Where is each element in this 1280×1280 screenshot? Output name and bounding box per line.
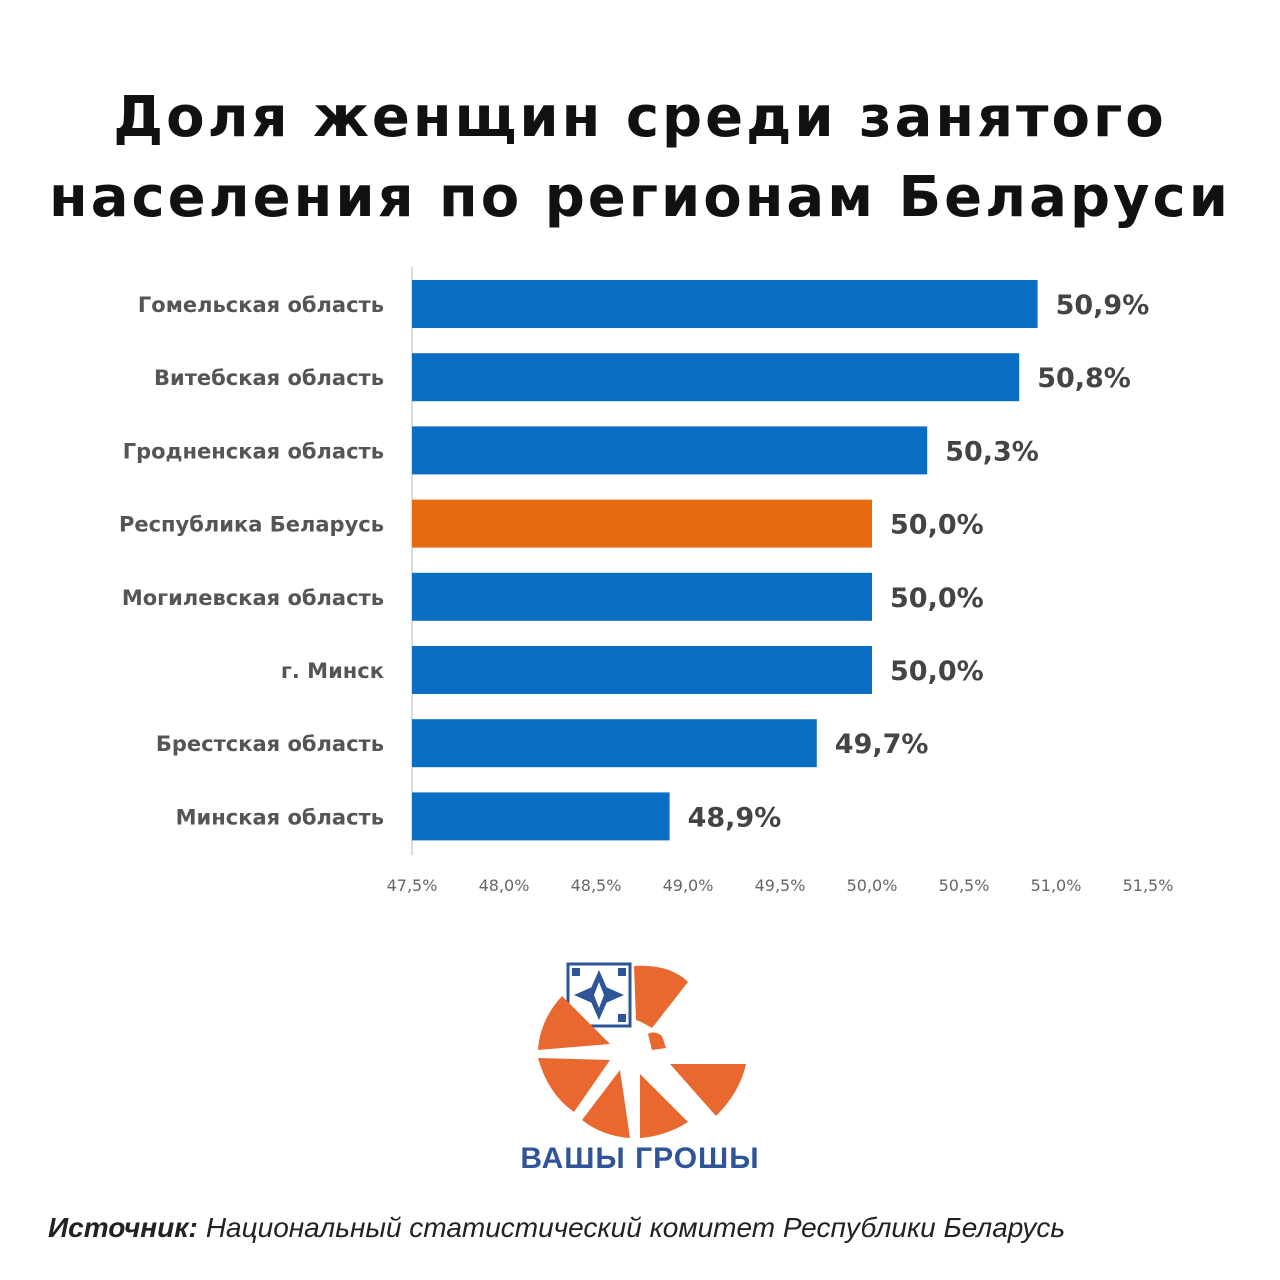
x-tick-label: 50,5%: [939, 876, 990, 895]
data-label: 50,0%: [890, 656, 984, 687]
data-label: 49,7%: [835, 729, 929, 760]
category-label: Могилевская область: [122, 586, 384, 610]
logo-segment-6: [670, 1064, 746, 1116]
chart-title-line-1: Доля женщин среди занятого: [113, 85, 1167, 150]
data-label: 50,0%: [890, 583, 984, 614]
vashy-groshy-logo: [538, 962, 746, 1138]
x-tick-label: 47,5%: [387, 876, 438, 895]
x-tick-label: 49,5%: [755, 876, 806, 895]
x-tick-label: 51,0%: [1031, 876, 1082, 895]
bar: [412, 719, 817, 768]
logo-segment-4: [582, 1070, 630, 1138]
category-label: Гродненская область: [123, 439, 384, 463]
category-label: Витебская область: [154, 366, 384, 390]
logo-segment-7: [648, 1032, 666, 1050]
data-label: 50,3%: [945, 436, 1039, 467]
x-tick-label: 51,5%: [1123, 876, 1174, 895]
bar: [412, 646, 872, 694]
data-label: 50,9%: [1056, 290, 1150, 321]
x-tick-label: 48,5%: [571, 876, 622, 895]
brand-name: ВАШЫ ГРОШЫ: [520, 1142, 760, 1175]
bar: [412, 572, 872, 621]
data-label: 48,9%: [688, 802, 782, 833]
bar: [412, 280, 1038, 328]
category-label: Брестская область: [156, 732, 384, 756]
category-label: Минская область: [176, 805, 384, 829]
category-label: Республика Беларусь: [119, 513, 384, 537]
bar: [412, 792, 670, 841]
x-tick-label: 50,0%: [847, 876, 898, 895]
orange-segments: [538, 965, 746, 1138]
logo-segment-5: [640, 1074, 688, 1138]
source-note: Источник: Национальный статистический ком…: [48, 1212, 1248, 1244]
category-label: Гомельская область: [138, 293, 384, 317]
data-label: 50,0%: [890, 510, 984, 541]
source-text: Национальный статистический комитет Респ…: [205, 1212, 1066, 1243]
source-label: Источник:: [48, 1212, 198, 1243]
logo-segment-2: [538, 996, 610, 1050]
bar: [412, 353, 1020, 402]
chart-title: Доля женщин среди занятого населения по …: [0, 78, 1280, 238]
x-tick-label: 48,0%: [479, 876, 530, 895]
data-label: 50,8%: [1037, 363, 1131, 394]
bar: [412, 499, 872, 548]
logo-segment-1: [634, 965, 688, 1028]
x-tick-label: 49,0%: [663, 876, 714, 895]
bar: [412, 426, 928, 475]
logo-segment-3: [538, 1058, 610, 1112]
bar-chart: Гомельская область 50,9% Витебская область…: [119, 267, 1174, 895]
chart-title-line-2: населения по регионам Беларуси: [49, 165, 1231, 230]
category-label: г. Минск: [281, 659, 384, 683]
